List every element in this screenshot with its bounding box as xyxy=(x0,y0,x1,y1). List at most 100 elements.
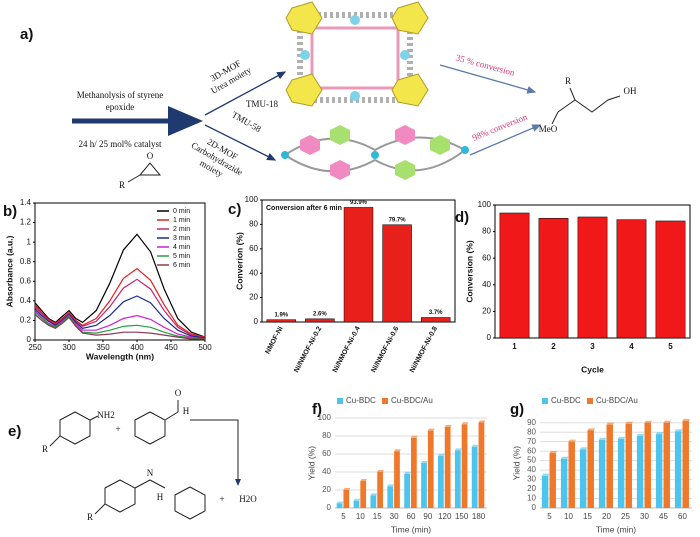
chem-label: H xyxy=(183,406,190,416)
legend-swatch xyxy=(587,398,593,404)
chart-title: Conversion after 6 min xyxy=(266,205,342,212)
epoxide-label: O xyxy=(147,151,154,161)
bar-top xyxy=(370,493,378,496)
bar-top xyxy=(444,425,452,427)
x-tick-label: 120 xyxy=(438,512,452,521)
x-tick-label: 15 xyxy=(373,512,382,521)
bar-top xyxy=(568,439,577,442)
legend-swatch xyxy=(542,398,548,404)
y-tick-label: 20 xyxy=(482,307,491,316)
chem-label: + xyxy=(219,494,224,504)
line-series xyxy=(34,295,206,339)
y-axis-title: Converion (%) xyxy=(234,232,244,290)
y-axis-title: Absorbance (a.u.) xyxy=(4,235,14,307)
y-axis-title: Yield (%) xyxy=(511,446,521,480)
y-tick-label: 100 xyxy=(245,195,259,204)
bar xyxy=(655,434,663,508)
legend-label: 6 min xyxy=(173,262,190,269)
bar xyxy=(336,503,343,508)
panel-label: e) xyxy=(8,423,21,440)
bar xyxy=(587,430,594,508)
x-tick-label: NMOF-Ni xyxy=(264,325,284,355)
bar xyxy=(377,472,383,508)
x-tick-label: 250 xyxy=(28,343,42,352)
y-tick-label: 70 xyxy=(527,437,536,446)
bar-top xyxy=(617,436,626,439)
scheme-e: e) R NH2 + O H R N H + H2O xyxy=(8,388,257,522)
bar-top xyxy=(394,449,401,452)
mof-2d xyxy=(281,125,469,180)
bar xyxy=(370,495,377,508)
bar xyxy=(421,463,427,508)
y-tick-label: 40 xyxy=(527,465,536,474)
condition: 24 h/ 25 mol% catalyst xyxy=(79,139,162,149)
legend-label: 1 min xyxy=(173,217,190,224)
bar-top xyxy=(353,498,361,501)
y-tick-label: 60 xyxy=(482,253,491,262)
bar-top xyxy=(579,447,588,450)
chem-label: NH2 xyxy=(97,410,115,420)
chem-label: O xyxy=(175,388,182,398)
reaction-text: epoxide xyxy=(106,102,135,112)
panel-label: f) xyxy=(312,401,322,418)
legend-swatch xyxy=(382,398,388,404)
structures xyxy=(49,400,241,520)
mof-3d xyxy=(285,1,429,107)
chem-label: N xyxy=(147,468,154,478)
y-tick-label: 0 xyxy=(327,503,332,512)
legend-label: Cu-BDC xyxy=(346,396,376,405)
result-arrow xyxy=(439,64,537,94)
bar-top xyxy=(674,429,683,432)
bar-top xyxy=(421,461,428,463)
x-tick-label: 30 xyxy=(390,512,399,521)
value-label: 1.9% xyxy=(274,312,288,318)
bar xyxy=(394,451,400,508)
bar xyxy=(305,318,335,323)
line-series xyxy=(34,233,206,338)
x-tick-label: 90 xyxy=(423,512,432,521)
bar xyxy=(579,449,587,508)
bar xyxy=(404,473,410,508)
x-tick-label: 300 xyxy=(62,343,76,352)
x-tick-label: 3 xyxy=(590,342,595,351)
y-tick-label: 10 xyxy=(527,494,536,503)
bar-top xyxy=(549,451,558,454)
panel-label: c) xyxy=(228,201,241,218)
product-label: R xyxy=(565,76,571,86)
legend-label: Cu-BDC xyxy=(551,396,581,405)
bar xyxy=(549,453,556,508)
bar xyxy=(625,423,632,508)
chem-label: R xyxy=(87,512,93,522)
chem-label: H xyxy=(157,492,164,502)
epoxide xyxy=(127,162,162,183)
chem-label: + xyxy=(115,424,120,434)
bar xyxy=(606,424,613,508)
product-label: MeO xyxy=(539,124,558,134)
bar xyxy=(541,475,549,508)
value-label: 2.6% xyxy=(313,311,327,317)
y-tick-label: 0 xyxy=(532,503,537,512)
x-tick-label: Ni/NMOF-Ni-0.2 xyxy=(293,325,323,373)
bar xyxy=(461,424,468,508)
bar-top xyxy=(625,421,634,424)
chem-label: H2O xyxy=(239,494,257,504)
bar xyxy=(420,317,451,323)
bar xyxy=(560,458,568,508)
bar xyxy=(438,455,444,508)
legend-label: Cu-BDC/Au xyxy=(391,396,433,405)
panel-label: b) xyxy=(3,203,17,220)
panel-label: d) xyxy=(455,209,469,226)
result-text: 35 % conversion xyxy=(455,52,516,77)
y-tick-label: 1.2 xyxy=(20,218,32,227)
bar xyxy=(471,446,478,508)
bar-top xyxy=(478,420,486,423)
bar-top xyxy=(438,453,445,456)
x-axis-title: Time (min) xyxy=(391,524,431,534)
y-tick-label: 20 xyxy=(527,484,536,493)
bar xyxy=(682,420,689,508)
chem-label: R xyxy=(42,444,48,454)
y-tick-label: 1.4 xyxy=(20,198,32,207)
legend-label: 2 min xyxy=(173,226,190,233)
bar-top xyxy=(411,435,418,438)
bar-top xyxy=(587,428,596,431)
